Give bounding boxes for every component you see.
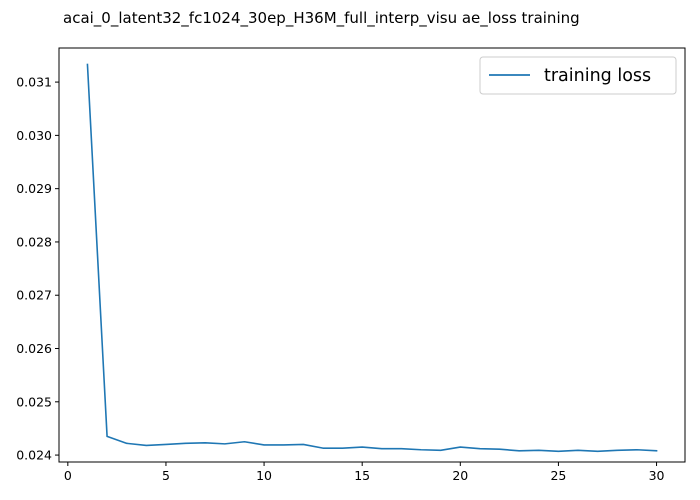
y-tick-label: 0.024 xyxy=(16,448,52,463)
y-tick-label: 0.031 xyxy=(16,75,52,90)
x-tick-label: 0 xyxy=(64,468,72,483)
series-line xyxy=(86,63,658,453)
x-tick-label: 20 xyxy=(452,468,468,483)
legend-label: training loss xyxy=(544,66,651,86)
x-tick-label: 30 xyxy=(649,468,665,483)
x-tick-label: 10 xyxy=(256,468,272,483)
y-tick-label: 0.026 xyxy=(16,341,52,356)
y-tick-label: 0.028 xyxy=(16,234,52,249)
y-tick-label: 0.029 xyxy=(16,181,52,196)
legend: training loss xyxy=(479,56,677,95)
chart-title: acai_0_latent32_fc1024_30ep_H36M_full_in… xyxy=(63,9,580,28)
x-tick-label: 25 xyxy=(550,468,566,483)
y-tick-label: 0.030 xyxy=(16,128,52,143)
x-tick-label: 5 xyxy=(162,468,170,483)
plot-frame xyxy=(58,47,686,463)
y-tick-label: 0.027 xyxy=(16,288,52,303)
legend-box xyxy=(479,56,677,95)
y-tick-label: 0.025 xyxy=(16,394,52,409)
x-tick-label: 15 xyxy=(354,468,370,483)
series-layer xyxy=(86,63,658,453)
axes: 0 5 10 15 20 25 30 0.024 0.025 0.026 0.027 0.028 0.0… xyxy=(16,47,686,483)
